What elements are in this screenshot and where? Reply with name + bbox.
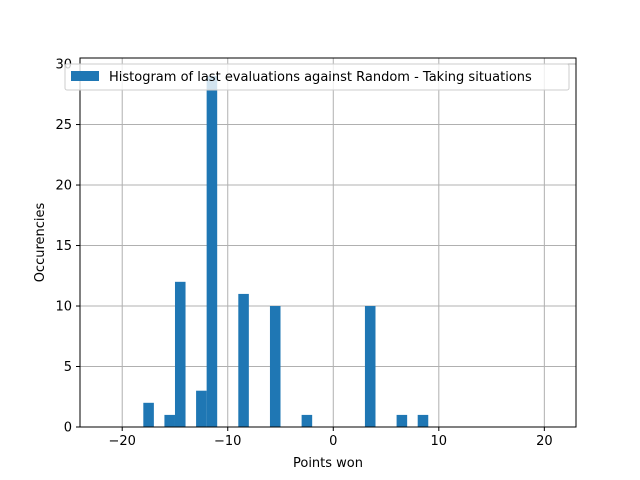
legend: Histogram of last evaluations against Ra… <box>64 63 570 91</box>
plot-frame <box>79 57 577 428</box>
y-tick-label: 0 <box>64 421 72 436</box>
y-tick-label: 25 <box>55 118 72 133</box>
histogram-bar <box>164 414 175 427</box>
y-tick-label: 10 <box>55 300 72 315</box>
histogram-bar <box>196 390 207 427</box>
histogram-bar <box>143 402 154 427</box>
x-tick-label: 10 <box>431 434 448 449</box>
y-axis-label: Occurencies <box>33 202 48 282</box>
histogram-bars <box>143 76 429 428</box>
grid-lines <box>80 58 576 428</box>
y-tick-label: 5 <box>64 360 72 375</box>
histogram-bar <box>206 76 218 428</box>
histogram-bar <box>301 414 313 427</box>
histogram-bar <box>269 306 281 427</box>
histogram-bar <box>364 306 376 427</box>
x-axis-label: Points won <box>293 456 363 471</box>
histogram-bar <box>174 281 186 427</box>
legend-box <box>64 63 570 91</box>
x-tick-label: −10 <box>214 434 241 449</box>
y-tick-label: 20 <box>55 179 72 194</box>
histogram-bar <box>417 414 429 427</box>
legend-entry-label: Histogram of last evaluations against Ra… <box>109 70 532 85</box>
x-tick-label: −20 <box>108 434 135 449</box>
histogram-bar <box>238 293 249 427</box>
x-tick-label: 20 <box>536 434 553 449</box>
histogram-bar <box>396 414 408 427</box>
legend-swatch <box>71 71 99 81</box>
y-tick-label: 15 <box>55 239 72 254</box>
x-tick-label: 0 <box>329 434 337 449</box>
